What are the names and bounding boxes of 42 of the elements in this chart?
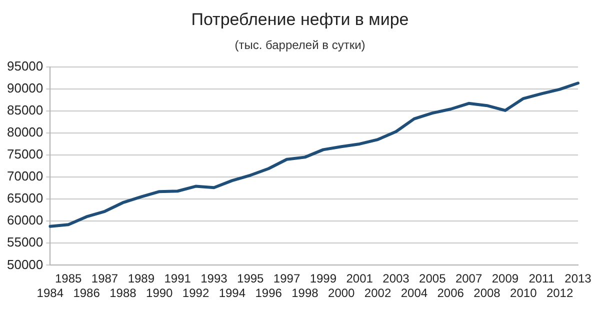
x-tick-label: 2005 [419, 272, 446, 286]
chart-subtitle: (тыс. баррелей в сутки) [234, 38, 366, 52]
x-tick-label: 2007 [455, 272, 482, 286]
x-tick-label: 2012 [546, 286, 574, 300]
x-tick-label: 2003 [382, 272, 410, 286]
chart-title: Потребление нефти в мире [190, 10, 410, 30]
x-tick-label: 1986 [73, 286, 100, 300]
x-tick-label: 2002 [364, 286, 392, 300]
x-tick-label: 1985 [55, 272, 82, 286]
x-tick-label: 1993 [200, 272, 228, 286]
y-tick-label: 55000 [6, 234, 44, 250]
x-tick-label: 2001 [346, 272, 374, 286]
y-tick-label: 60000 [6, 212, 44, 228]
x-tick-label: 2006 [437, 286, 464, 300]
y-tick-label: 90000 [6, 80, 44, 96]
x-tick-label: 1987 [91, 272, 118, 286]
x-tick-label: 1990 [146, 286, 174, 300]
x-tick-label: 1994 [218, 286, 246, 300]
x-tick-label: 1997 [273, 272, 300, 286]
x-tick-label: 1995 [237, 272, 264, 286]
y-tick-label: 50000 [6, 256, 44, 272]
x-tick-label: 1996 [255, 286, 282, 300]
y-tick-label: 85000 [6, 102, 44, 118]
x-tick-label: 1991 [164, 272, 192, 286]
y-tick-label: 70000 [6, 168, 44, 184]
x-tick-label: 2010 [510, 286, 538, 300]
y-tick-label: 75000 [6, 146, 44, 162]
x-tick-label: 1998 [292, 286, 319, 300]
y-tick-label: 80000 [6, 124, 44, 140]
x-tick-label: 1984 [36, 286, 64, 300]
x-tick-label: 1999 [310, 272, 337, 286]
x-tick-label: 2013 [564, 272, 592, 286]
y-tick-label: 95000 [6, 58, 44, 74]
x-tick-label: 1989 [128, 272, 155, 286]
x-tick-label: 2011 [528, 272, 555, 286]
x-tick-label: 2004 [400, 286, 428, 300]
x-tick-label: 2008 [474, 286, 501, 300]
x-tick-label: 1988 [110, 286, 137, 300]
x-tick-label: 2000 [328, 286, 356, 300]
y-tick-label: 65000 [6, 190, 44, 206]
x-tick-label: 2009 [492, 272, 519, 286]
x-tick-label: 1992 [182, 286, 210, 300]
